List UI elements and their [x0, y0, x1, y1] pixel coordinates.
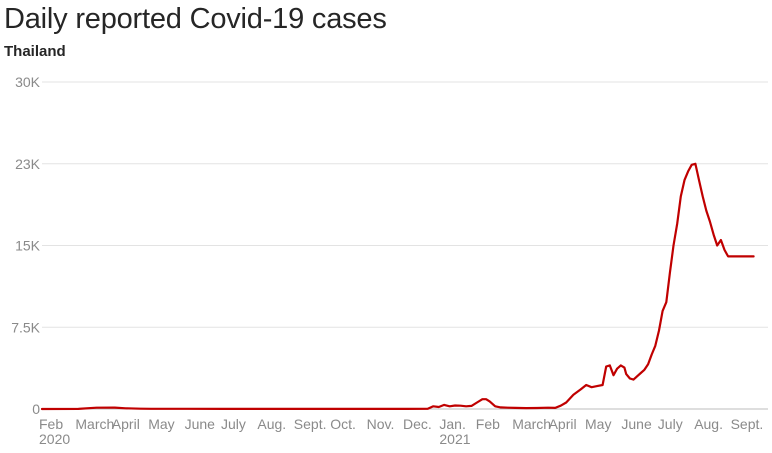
x-tick-label: Oct.: [330, 416, 356, 432]
x-tick-label: Feb: [39, 416, 63, 432]
x-tick-label: May: [585, 416, 611, 432]
x-tick-label: Sept.: [731, 416, 764, 432]
chart-subtitle: Thailand: [4, 43, 66, 60]
y-tick-label: 23K: [15, 156, 41, 172]
x-tick-label: May: [148, 416, 174, 432]
x-tick-label: July: [221, 416, 246, 432]
y-tick-label: 15K: [15, 238, 41, 254]
series-line-thailand: [40, 162, 755, 411]
x-tick-label: Sept.: [294, 416, 327, 432]
x-tick-label: June: [185, 416, 216, 432]
x-tick-year-label: 2021: [439, 431, 470, 447]
x-tick-label: Dec.: [403, 416, 432, 432]
x-tick-label: March: [75, 416, 114, 432]
y-axis-ticks: 0 7.5K 15K 23K 30K: [11, 74, 40, 417]
x-tick-label: April: [549, 416, 577, 432]
x-tick-label: Aug.: [694, 416, 723, 432]
x-tick-label: Feb: [476, 416, 500, 432]
x-tick-label: July: [658, 416, 683, 432]
x-tick-label: March: [512, 416, 551, 432]
y-tick-label: 30K: [15, 74, 41, 90]
series-layer: [40, 162, 755, 411]
x-tick-label: Jan.: [439, 416, 465, 432]
x-tick-label: Nov.: [367, 416, 395, 432]
x-tick-label: Aug.: [257, 416, 286, 432]
x-tick-label: April: [112, 416, 140, 432]
gridlines: [42, 81, 768, 410]
x-tick-year-label: 2020: [39, 431, 70, 447]
chart-title: Daily reported Covid-19 cases: [4, 3, 387, 35]
x-tick-label: June: [621, 416, 652, 432]
y-tick-label: 7.5K: [11, 319, 40, 335]
y-tick-label: 0: [32, 401, 40, 417]
